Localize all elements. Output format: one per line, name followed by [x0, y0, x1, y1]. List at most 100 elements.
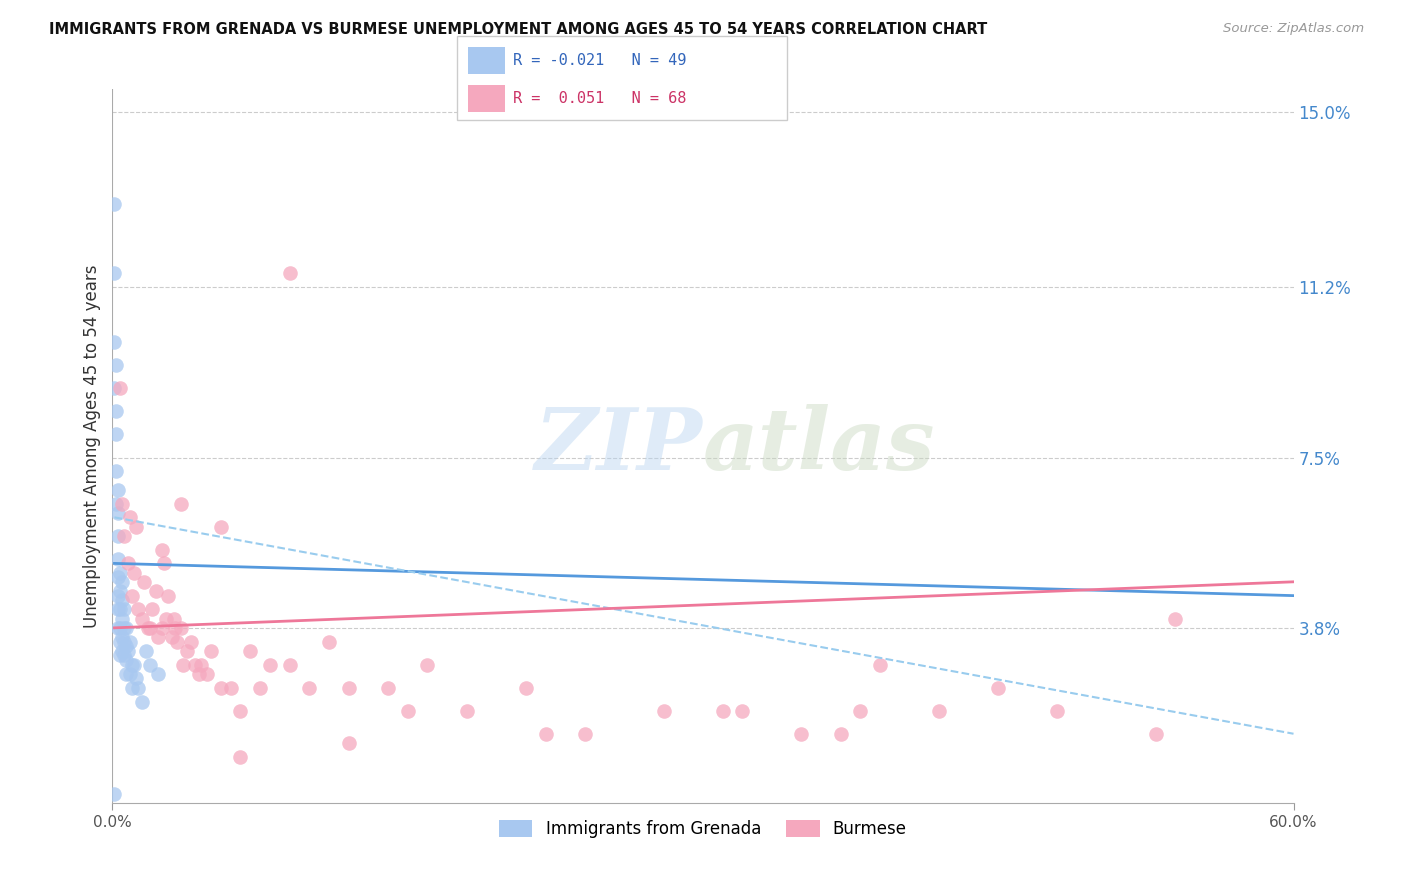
Point — [107, 506, 129, 520]
Point — [152, 557, 174, 571]
Text: atlas: atlas — [703, 404, 935, 488]
Point — [170, 621, 193, 635]
Point — [121, 657, 143, 672]
Point — [103, 335, 125, 350]
Point — [172, 657, 194, 672]
Point — [141, 602, 163, 616]
Point — [105, 359, 128, 373]
Text: ZIP: ZIP — [536, 404, 703, 488]
Point — [127, 602, 149, 616]
Point — [103, 381, 125, 395]
Point — [239, 644, 262, 658]
Point — [337, 681, 360, 695]
Point — [112, 621, 135, 635]
Point — [170, 497, 193, 511]
Point — [120, 666, 142, 681]
Point — [849, 704, 872, 718]
Point — [456, 704, 478, 718]
Point — [110, 621, 132, 635]
Point — [869, 657, 891, 672]
Point — [278, 657, 301, 672]
Point — [120, 634, 142, 648]
Point — [278, 266, 301, 280]
Point — [111, 630, 134, 644]
Point — [162, 612, 184, 626]
Point — [190, 657, 212, 672]
Point — [155, 612, 177, 626]
Text: R =  0.051   N = 68: R = 0.051 N = 68 — [513, 91, 686, 105]
Point — [534, 727, 557, 741]
Point — [105, 464, 128, 478]
Point — [110, 566, 132, 580]
Point — [110, 648, 132, 663]
Point — [110, 584, 132, 599]
Point — [830, 727, 852, 741]
Point — [105, 404, 128, 418]
Point — [110, 602, 132, 616]
Point — [188, 666, 211, 681]
Point — [111, 644, 134, 658]
Point — [107, 589, 129, 603]
Point — [121, 589, 143, 603]
Point — [209, 519, 232, 533]
Text: R = -0.021   N = 49: R = -0.021 N = 49 — [513, 54, 686, 68]
Point — [120, 510, 142, 524]
Point — [165, 621, 187, 635]
Point — [139, 621, 162, 635]
Point — [107, 602, 129, 616]
Point — [112, 648, 135, 663]
Y-axis label: Unemployment Among Ages 45 to 54 years: Unemployment Among Ages 45 to 54 years — [83, 264, 101, 628]
Point — [131, 694, 153, 708]
Point — [180, 634, 202, 648]
Point — [107, 529, 129, 543]
Point — [150, 621, 173, 635]
Point — [195, 666, 218, 681]
Point — [111, 574, 134, 589]
Point — [136, 621, 159, 635]
Point — [229, 749, 252, 764]
Point — [139, 657, 162, 672]
Point — [122, 657, 145, 672]
Point — [135, 644, 157, 658]
Point — [200, 644, 222, 658]
Point — [105, 427, 128, 442]
Point — [515, 681, 537, 695]
Point — [711, 704, 734, 718]
Point — [219, 681, 242, 695]
Point — [574, 727, 596, 741]
Point — [111, 612, 134, 626]
Point — [115, 640, 138, 654]
Point — [150, 542, 173, 557]
Point — [928, 704, 950, 718]
Point — [731, 704, 754, 718]
Point — [396, 704, 419, 718]
Point — [103, 787, 125, 801]
Point — [122, 566, 145, 580]
Point — [110, 381, 132, 395]
Point — [209, 681, 232, 695]
Point — [111, 497, 134, 511]
Point — [117, 644, 139, 658]
Point — [146, 630, 169, 644]
Point — [107, 483, 129, 497]
Point — [229, 704, 252, 718]
Point — [107, 551, 129, 566]
Point — [790, 727, 813, 741]
Point — [107, 621, 129, 635]
Text: Source: ZipAtlas.com: Source: ZipAtlas.com — [1223, 22, 1364, 36]
Point — [416, 657, 439, 672]
Point — [115, 666, 138, 681]
Point — [107, 570, 129, 584]
Point — [105, 497, 128, 511]
Point — [176, 644, 198, 658]
Point — [110, 634, 132, 648]
Point — [121, 681, 143, 695]
Point — [111, 593, 134, 607]
Point — [1046, 704, 1069, 718]
Point — [166, 634, 188, 648]
Point — [112, 602, 135, 616]
Point — [132, 574, 155, 589]
Point — [249, 681, 271, 695]
Point — [145, 584, 167, 599]
Point — [125, 672, 148, 686]
